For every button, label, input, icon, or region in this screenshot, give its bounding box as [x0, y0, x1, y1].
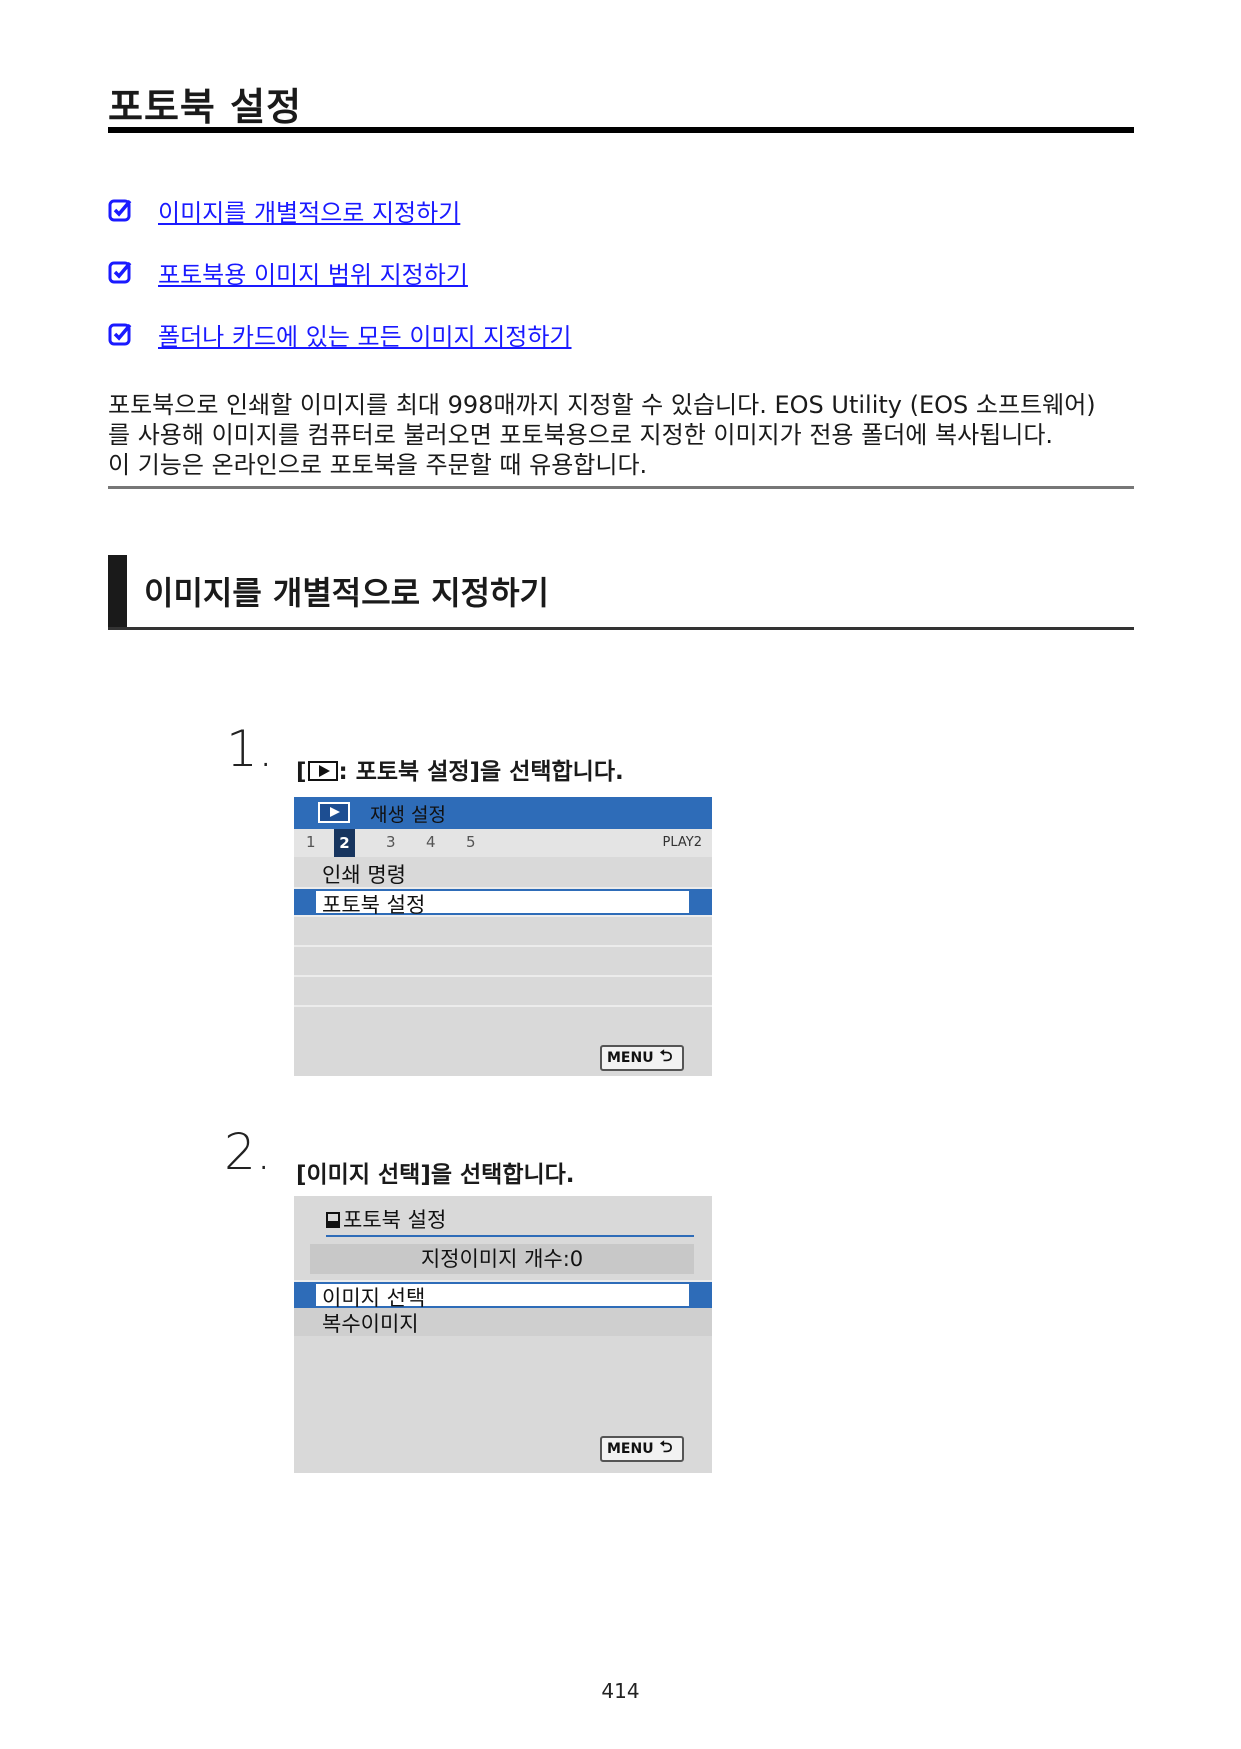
step-2-text: [이미지 선택]을 선택합니다.	[296, 1162, 575, 1188]
camera-tab-bar	[294, 797, 712, 829]
section-marker-bar	[108, 555, 127, 629]
menu-item-empty	[294, 975, 712, 1003]
intro-line-3: 이 기능은 온라인으로 포토북을 주문할 때 유용합니다.	[108, 451, 648, 479]
menu-return-button[interactable]: MENU ⮌	[600, 1436, 684, 1462]
link-row-individual[interactable]: 이미지를 개별적으로 지정하기	[108, 190, 460, 230]
camera-tab-numbers: 1 2 3 4 5 PLAY2	[294, 829, 712, 857]
checkbox-pencil-icon	[108, 323, 132, 346]
title-underline	[326, 1235, 694, 1237]
link-individual[interactable]: 이미지를 개별적으로 지정하기	[158, 198, 461, 227]
menu-item-print-order[interactable]: 인쇄 명령	[294, 859, 712, 887]
tab-1[interactable]: 1	[306, 833, 316, 851]
camera-screen-playback-settings: 재생 설정 1 2 3 4 5 PLAY2 인쇄 명령 포토북 설정 MENU …	[294, 797, 712, 1076]
link-row-range[interactable]: 포토북용 이미지 범위 지정하기	[108, 252, 468, 292]
step-1-suffix: : 포토북 설정]을 선택합니다.	[338, 759, 624, 785]
menu-footer	[294, 1005, 712, 1076]
camera-screen-photobook: 포토북 설정 지정이미지 개수:0 이미지 선택 복수이미지 MENU ⮌	[294, 1196, 712, 1473]
tab-3[interactable]: 3	[386, 833, 396, 851]
page-title: 포토북 설정	[108, 85, 303, 129]
selection-highlight	[316, 891, 689, 913]
menu-item-select-image[interactable]: 이미지 선택	[294, 1280, 712, 1310]
tab-4[interactable]: 4	[426, 833, 436, 851]
step-1-number: 1.	[226, 720, 274, 778]
camera-screen-title-label: 포토북 설정	[343, 1208, 447, 1232]
playback-tab-icon[interactable]	[318, 802, 350, 823]
checkbox-pencil-icon	[108, 261, 132, 284]
link-all[interactable]: 폴더나 카드에 있는 모든 이미지 지정하기	[158, 322, 572, 351]
title-divider	[108, 127, 1134, 133]
intro-paragraph: 포토북으로 인쇄할 이미지를 최대 998매까지 지정할 수 있습니다. EOS…	[108, 390, 1138, 480]
menu-item-label: 인쇄 명령	[322, 863, 406, 887]
menu-item-label: 복수이미지	[322, 1312, 419, 1336]
section-title: 이미지를 개별적으로 지정하기	[144, 574, 550, 612]
intro-line-2: 를 사용해 이미지를 컴퓨터로 불러오면 포토북용으로 지정한 이미지가 전용 …	[108, 421, 1054, 449]
checkbox-pencil-icon	[108, 199, 132, 222]
section-divider	[108, 627, 1134, 630]
tab-tag: PLAY2	[662, 835, 702, 850]
intro-divider	[108, 486, 1134, 489]
menu-item-photobook[interactable]: 포토북 설정	[294, 887, 712, 917]
menu-button-label: MENU	[607, 1050, 654, 1066]
photobook-icon	[326, 1212, 340, 1228]
camera-screen-title: 포토북 설정	[326, 1204, 446, 1234]
menu-item-empty	[294, 915, 712, 943]
selected-count: 지정이미지 개수:0	[310, 1244, 694, 1274]
step-2-number: 2.	[224, 1123, 272, 1181]
tab-5[interactable]: 5	[466, 833, 476, 851]
return-arrow-icon: ⮌	[659, 1436, 673, 1456]
play-icon	[307, 761, 338, 781]
menu-item-multiple-images[interactable]: 복수이미지	[294, 1308, 712, 1336]
page-number: 414	[601, 1679, 640, 1703]
step-1-text: [ : 포토북 설정]을 선택합니다.	[296, 752, 624, 786]
menu-item-label: 포토북 설정	[322, 893, 426, 917]
tab-2[interactable]: 2	[334, 829, 355, 857]
return-arrow-icon: ⮌	[659, 1045, 673, 1065]
camera-menu-title: 재생 설정	[370, 804, 446, 826]
link-row-all[interactable]: 폴더나 카드에 있는 모든 이미지 지정하기	[108, 314, 572, 354]
link-range[interactable]: 포토북용 이미지 범위 지정하기	[158, 260, 468, 289]
menu-item-label: 이미지 선택	[322, 1286, 426, 1310]
menu-return-button[interactable]: MENU ⮌	[600, 1045, 684, 1071]
intro-line-1: 포토북으로 인쇄할 이미지를 최대 998매까지 지정할 수 있습니다. EOS…	[108, 391, 1096, 419]
selection-highlight	[316, 1284, 689, 1306]
menu-item-empty	[294, 945, 712, 973]
menu-button-label: MENU	[607, 1441, 654, 1457]
step-1-prefix: [	[296, 759, 307, 785]
